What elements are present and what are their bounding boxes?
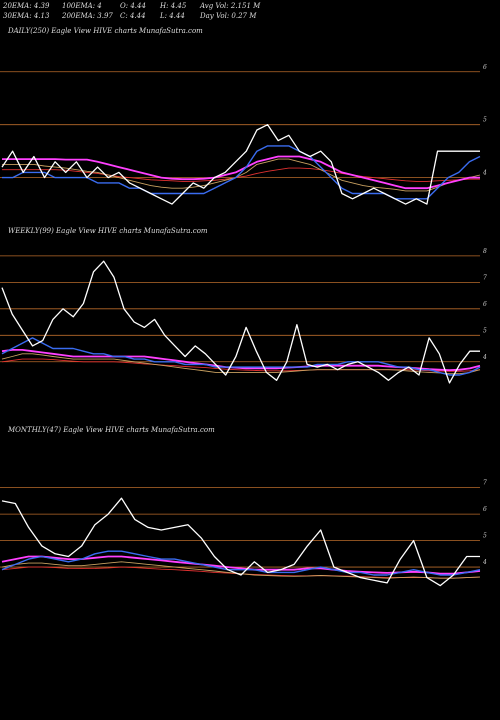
weekly-tick-label-6: 6 bbox=[483, 301, 487, 308]
daily-series-price bbox=[1, 124, 480, 205]
weekly-tick-label-5: 5 bbox=[483, 327, 487, 334]
stat-low: L: 4.44 bbox=[160, 12, 185, 20]
weekly-series-price bbox=[1, 260, 480, 384]
monthly-series-price bbox=[1, 497, 480, 587]
weekly-tick-label-4: 4 bbox=[482, 354, 487, 361]
daily-tick-label-4: 4 bbox=[482, 170, 487, 177]
stat-close: C: 4.44 bbox=[120, 12, 146, 20]
stat-200ema: 200EMA: 3.97 bbox=[62, 12, 113, 20]
daily-tick-label-5: 5 bbox=[483, 117, 487, 124]
weekly-series-ema-gold bbox=[1, 353, 481, 375]
monthly-tick-label-6: 6 bbox=[483, 506, 487, 513]
weekly-series-ema-blue bbox=[1, 337, 481, 376]
monthly-tick-label-4: 4 bbox=[482, 559, 487, 566]
daily-series-ema-red bbox=[2, 167, 480, 182]
daily-panel-title: DAILY(250) Eagle View HIVE charts Munafa… bbox=[8, 27, 203, 35]
weekly-tick-label-7: 7 bbox=[483, 274, 487, 281]
weekly-panel-title: WEEKLY(99) Eagle View HIVE charts Munafa… bbox=[8, 227, 208, 235]
weekly-series-ema-red bbox=[1, 358, 481, 372]
monthly-series-ema-blue bbox=[1, 550, 481, 576]
monthly-tick-label-5: 5 bbox=[483, 533, 487, 540]
monthly-panel-title: MONTHLY(47) Eagle View HIVE charts Munaf… bbox=[8, 426, 215, 434]
stat-30ema: 30EMA: 4.13 bbox=[3, 12, 50, 20]
stat-high: H: 4.45 bbox=[160, 2, 187, 10]
monthly-tick-label-7: 7 bbox=[483, 480, 487, 487]
weekly-tick-label-8: 8 bbox=[483, 248, 487, 255]
stat-100ema: 100EMA: 4 bbox=[62, 2, 102, 10]
daily-series-ema-magenta bbox=[2, 155, 480, 190]
daily-series-ema-blue bbox=[2, 145, 481, 200]
stat-day-vol: Day Vol: 0.27 M bbox=[200, 12, 257, 20]
stat-open: O: 4.44 bbox=[120, 2, 146, 10]
monthly-series-ema-gold bbox=[1, 561, 481, 579]
daily-tick-label-6: 6 bbox=[483, 64, 487, 71]
stat-avg-vol: Avg Vol: 2.151 M bbox=[200, 2, 261, 10]
stat-20ema: 20EMA: 4.39 bbox=[3, 2, 50, 10]
